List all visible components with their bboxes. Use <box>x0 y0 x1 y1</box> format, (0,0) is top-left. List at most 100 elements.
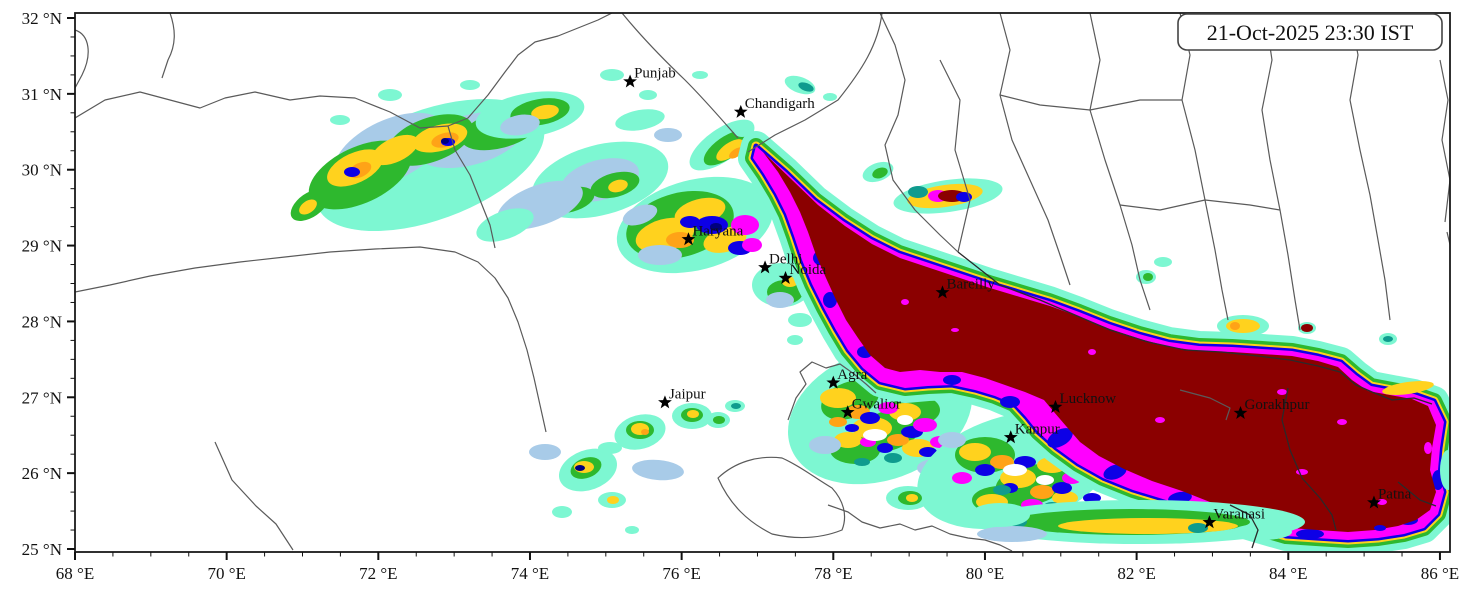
city-marker-patna: Patna <box>1367 487 1412 509</box>
shading-patch <box>787 335 803 345</box>
state-boundary-line <box>621 13 739 139</box>
star-icon <box>1003 430 1018 444</box>
shading-patch <box>713 416 725 424</box>
city-label: Delhi <box>769 252 802 268</box>
shading-patch <box>600 69 624 81</box>
star-icon <box>681 232 696 246</box>
shading-patch <box>716 139 744 161</box>
shading-patch <box>1036 475 1054 485</box>
state-boundary-line <box>1089 13 1151 311</box>
state-boundary-line <box>161 13 175 79</box>
core-speck <box>1296 469 1308 475</box>
shading-patch <box>729 147 743 159</box>
shading-patch <box>884 453 902 463</box>
core-speck <box>1088 349 1096 355</box>
shading-patch <box>330 115 350 125</box>
state-boundary-line <box>999 94 1182 111</box>
star-icon <box>1202 515 1217 529</box>
shading-patch <box>552 506 572 518</box>
y-tick-label: 25 °N <box>22 540 62 559</box>
shading-patch <box>938 432 966 448</box>
shading-patch <box>887 434 909 446</box>
shading-patch <box>906 494 918 502</box>
city-label: Varanasi <box>1213 506 1265 522</box>
shading-patch <box>641 429 649 435</box>
shading-patch <box>860 412 880 424</box>
x-tick-label: 72 °E <box>359 564 397 583</box>
shading-patch <box>575 465 585 471</box>
star-icon <box>778 270 793 284</box>
state-boundary-line <box>75 13 613 129</box>
shading-patch <box>731 403 741 409</box>
shading-patch <box>993 485 1011 495</box>
shading-patch <box>829 417 847 427</box>
state-boundary-line-dark <box>1371 391 1433 405</box>
state-boundary-line <box>1179 13 1229 321</box>
shading-patch <box>908 186 928 198</box>
shading-patch <box>1030 485 1054 499</box>
shading-patch <box>845 424 859 432</box>
shading-patch <box>1083 493 1101 503</box>
city-marker-lucknow: Lucknow <box>1048 391 1116 413</box>
shading-patch <box>970 503 1030 527</box>
x-tick-label: 84 °E <box>1269 564 1307 583</box>
shading-patch <box>897 415 913 425</box>
shading-patch <box>809 436 841 454</box>
shading-patch <box>638 245 682 265</box>
shading-patch <box>625 526 639 534</box>
radar-shading-layer <box>75 13 1450 552</box>
x-tick-label: 76 °E <box>662 564 700 583</box>
star-icon <box>1233 406 1248 420</box>
shading-patch <box>608 179 628 193</box>
star-icon <box>935 285 950 299</box>
shading-patch <box>975 464 995 476</box>
timestamp-text: 21-Oct-2025 23:30 IST <box>1207 20 1414 45</box>
shading-patch <box>371 134 419 166</box>
shading-patch <box>344 167 360 177</box>
state-boundary-line <box>214 441 294 551</box>
shading-patch <box>952 472 972 484</box>
city-label: Kanpur <box>1015 421 1060 437</box>
city-label: Agra <box>837 367 867 383</box>
city-label: Gorakhpur <box>1245 397 1310 413</box>
shading-patch <box>1440 450 1450 490</box>
y-tick-label: 26 °N <box>22 464 62 483</box>
city-label: Patna <box>1378 487 1412 503</box>
x-tick-label: 68 °E <box>56 564 94 583</box>
core-speck <box>1277 389 1287 395</box>
star-icon <box>623 74 637 88</box>
x-tick-label: 74 °E <box>511 564 549 583</box>
state-boundary-line <box>1261 13 1301 331</box>
star-icon <box>758 260 772 274</box>
shading-patch <box>622 204 658 226</box>
shading-patch <box>531 104 559 120</box>
star-icon <box>658 395 672 409</box>
city-marker-delhi: Delhi <box>758 252 802 274</box>
city-label: Jaipur <box>669 387 706 403</box>
city-label: Chandigarh <box>745 96 815 112</box>
shading-patch <box>680 216 700 228</box>
state-boundary-line <box>1179 389 1231 421</box>
state-boundary-line <box>75 246 547 433</box>
state-boundary-line <box>1119 199 1281 211</box>
y-tick-label: 28 °N <box>22 312 62 331</box>
state-boundary-line <box>1349 13 1391 321</box>
state-boundary-line <box>447 125 496 249</box>
shading-patch <box>872 167 888 179</box>
city-marker-punjab: Punjab <box>623 66 676 88</box>
core-speck <box>901 299 909 305</box>
plume-blue-patch <box>823 292 837 308</box>
shading-patch <box>788 313 812 327</box>
shading-patch <box>1230 322 1240 330</box>
city-marker-haryana: Haryana <box>681 224 744 246</box>
city-marker-kanpur: Kanpur <box>1003 421 1060 444</box>
shading-patch <box>731 215 759 235</box>
city-marker-jaipur: Jaipur <box>658 387 706 409</box>
shading-patch <box>798 82 814 92</box>
shading-patch <box>823 93 837 101</box>
shading-patch <box>639 90 657 100</box>
plume-blue-patch <box>1047 428 1073 448</box>
core-speck <box>1374 525 1386 531</box>
plume-blue-patch <box>1000 396 1020 408</box>
